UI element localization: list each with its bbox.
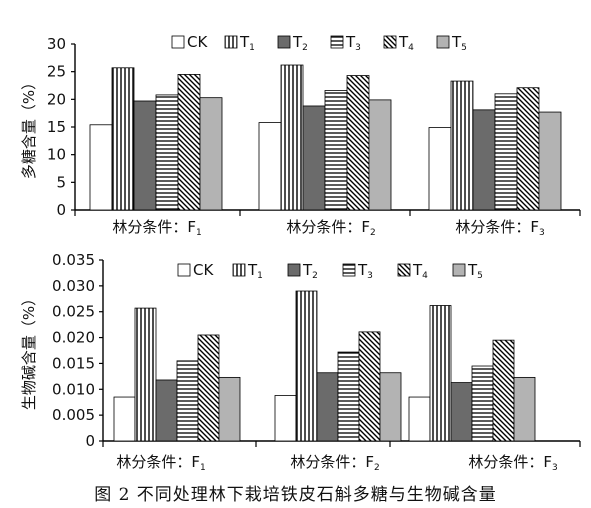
figure-caption: 图 2 不同处理林下栽培铁皮石斛多糖与生物碱含量 xyxy=(94,485,497,505)
legend-swatch xyxy=(224,35,238,49)
legend-swatch xyxy=(397,263,411,277)
x-category-label: 林分条件：F3 xyxy=(455,218,544,238)
bar-t5-group-2 xyxy=(379,372,402,442)
bar-t3-group-3 xyxy=(494,93,518,211)
legend-swatch xyxy=(287,263,301,277)
bar-ck-group-2 xyxy=(258,122,282,211)
legend-label: T2 xyxy=(292,33,308,53)
legend-swatch xyxy=(452,263,466,277)
bar-t3-group-2 xyxy=(337,351,360,442)
legend-label: T3 xyxy=(345,33,361,53)
bar-t4-group-3 xyxy=(516,87,540,211)
x-category-label: 林分条件：F2 xyxy=(286,218,375,238)
legend-label: T5 xyxy=(467,261,483,281)
bar-ck-group-3 xyxy=(428,127,452,211)
bar-t5-group-3 xyxy=(538,111,562,211)
bar-t4-group-1 xyxy=(197,334,220,442)
chart-panel-1: 0 5 10 15 20 25 30 多糖含量（%） 林分条件：F1 林分条件：F2 林分条件：F3… xyxy=(20,33,581,238)
y-tick-label: 5 xyxy=(56,173,66,191)
legend-label: CK xyxy=(187,33,208,51)
legend-label: T4 xyxy=(412,261,428,281)
bar-ck-group-2 xyxy=(274,395,297,442)
legend-label: T4 xyxy=(398,33,414,53)
bar-t3-group-1 xyxy=(155,94,179,211)
y-tick-label: 30 xyxy=(47,35,66,53)
bar-t5-group-2 xyxy=(368,99,392,211)
legend-label: T3 xyxy=(357,261,373,281)
bar-t1-group-3 xyxy=(429,305,452,442)
legend-swatch xyxy=(383,35,397,49)
bar-ck-group-1 xyxy=(113,396,136,442)
bar-t4-group-2 xyxy=(346,75,370,211)
legend-label: T2 xyxy=(302,261,318,281)
chart-panel-2: 0 0.005 0.010 0.015 0.020 0.025 0.030 0.035 生物碱含… xyxy=(20,251,581,473)
bar-t1-group-3 xyxy=(450,80,474,211)
bar-t2-group-3 xyxy=(472,109,496,211)
x-category-label: 林分条件：F1 xyxy=(116,453,205,473)
bar-t2-group-3 xyxy=(450,382,473,442)
y-tick-label: 10 xyxy=(47,146,66,164)
bar-t2-group-2 xyxy=(302,105,326,211)
bar-t1-group-2 xyxy=(295,290,318,442)
x-category-label: 林分条件：F2 xyxy=(290,453,379,473)
y-axis-title: 多糖含量（%） xyxy=(20,75,38,179)
bar-t4-group-1 xyxy=(177,74,201,211)
y-tick-label: 0 xyxy=(56,201,66,219)
y-tick-label: 15 xyxy=(47,118,66,136)
y-tick-label: 0 xyxy=(85,432,95,450)
legend: CK T1 T2 T3 T4 T5 xyxy=(177,261,483,281)
y-tick-label: 25 xyxy=(47,63,66,81)
bar-t3-group-1 xyxy=(176,360,199,442)
legend-swatch xyxy=(177,263,191,277)
legend-label: T5 xyxy=(451,33,467,53)
bar-t5-group-3 xyxy=(513,376,536,442)
bar-t2-group-2 xyxy=(316,372,339,442)
bar-t5-group-1 xyxy=(199,97,223,211)
bar-ck-group-1 xyxy=(89,124,113,211)
y-tick-label: 20 xyxy=(47,90,66,108)
legend-swatch xyxy=(277,35,291,49)
bar-t1-group-2 xyxy=(280,64,304,211)
bar-t2-group-1 xyxy=(133,100,157,211)
y-tick-label: 0.035 xyxy=(52,251,95,269)
y-axis-title: 生物碱含量（%） xyxy=(20,291,38,410)
bar-t4-group-2 xyxy=(358,331,381,442)
bar-t1-group-1 xyxy=(134,307,157,442)
bar-t4-group-3 xyxy=(492,339,515,442)
y-tick-label: 0.025 xyxy=(52,303,95,321)
bar-t5-group-1 xyxy=(218,376,241,442)
legend: CK T1 T2 T3 T4 T5 xyxy=(171,33,467,53)
y-tick-label: 0.030 xyxy=(52,277,95,295)
x-category-label: 林分条件：F3 xyxy=(468,453,557,473)
bar-ck-group-3 xyxy=(408,396,431,442)
bar-t1-group-1 xyxy=(111,67,135,211)
y-tick-label: 0.015 xyxy=(52,354,95,372)
y-tick-label: 0.005 xyxy=(52,406,95,424)
legend-swatch xyxy=(171,35,185,49)
legend-label: T1 xyxy=(239,33,255,53)
legend-swatch xyxy=(342,263,356,277)
bar-t2-group-1 xyxy=(155,379,178,442)
legend-label: T1 xyxy=(247,261,263,281)
legend-swatch xyxy=(330,35,344,49)
y-tick-label: 0.010 xyxy=(52,380,95,398)
y-tick-label: 0.020 xyxy=(52,329,95,347)
legend-swatch xyxy=(232,263,246,277)
bar-t3-group-3 xyxy=(471,365,494,442)
x-category-label: 林分条件：F1 xyxy=(112,218,201,238)
bar-t3-group-2 xyxy=(324,90,348,211)
legend-label: CK xyxy=(193,261,214,279)
legend-swatch xyxy=(436,35,450,49)
